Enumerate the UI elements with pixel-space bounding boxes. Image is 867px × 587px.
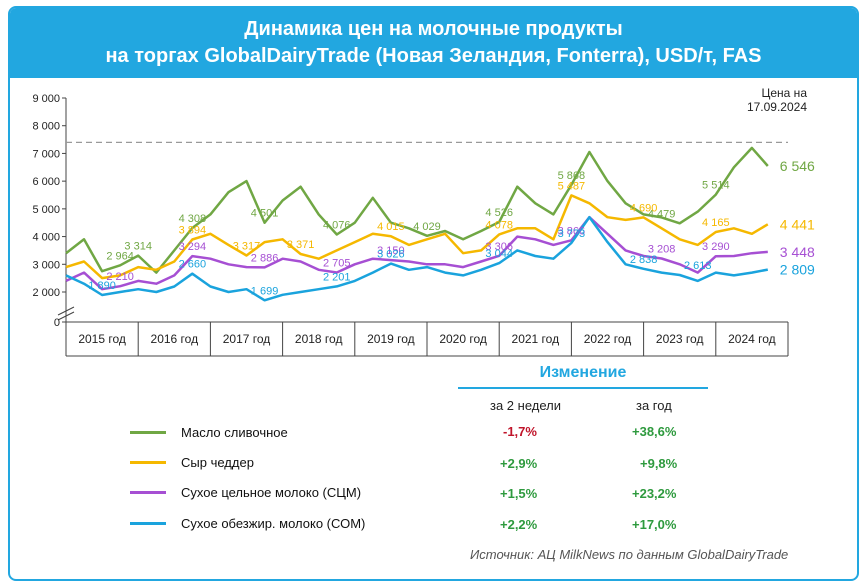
- data-label: 3 317: [233, 241, 261, 253]
- y-tick-label: 8 000: [32, 121, 60, 133]
- legend-swatch-cheddar: [130, 461, 166, 464]
- data-label: 3 026: [377, 249, 405, 261]
- y-tick-label: 2 000: [32, 287, 60, 299]
- series-end-label: 6 546: [780, 158, 815, 174]
- data-label: 4 501: [251, 208, 279, 220]
- y-tick-label: 9 000: [32, 93, 60, 105]
- data-label: 2 886: [251, 252, 279, 264]
- data-label: 5 868: [558, 170, 586, 182]
- legend-row-wmp: Сухое цельное молоко (СЦМ): [130, 485, 361, 500]
- data-label: 4 076: [323, 219, 351, 231]
- price-note-line1: Цена на: [761, 86, 808, 100]
- change-2w-butter: -1,7%: [503, 424, 537, 439]
- legend-swatch-wmp: [130, 491, 166, 494]
- data-label: 3 306: [485, 241, 513, 253]
- series-end-label: 2 809: [780, 262, 815, 278]
- x-category-label: 2023 год: [656, 332, 704, 346]
- data-label: 1 699: [251, 285, 279, 297]
- x-category-label: 2022 год: [584, 332, 632, 346]
- series-line: [65, 215, 768, 291]
- data-label: 2 838: [630, 254, 658, 266]
- change-year-smp: +17,0%: [632, 517, 677, 532]
- data-label: 3 773: [558, 228, 586, 240]
- data-label: 3 044: [485, 248, 513, 260]
- x-category-label: 2018 год: [295, 332, 343, 346]
- x-category-label: 2017 год: [223, 332, 271, 346]
- y-tick-label: 6 000: [32, 176, 60, 188]
- chart-title-line2: на торгах GlobalDairyTrade (Новая Зеланд…: [105, 45, 762, 67]
- data-label: 4 526: [485, 207, 513, 219]
- data-label: 4 479: [648, 208, 676, 220]
- data-label: 4 165: [702, 217, 730, 229]
- legend-swatch-butter: [130, 431, 166, 434]
- data-label: 3 371: [287, 239, 315, 251]
- change-year-butter: +38,6%: [632, 424, 677, 439]
- y-tick-label: 7 000: [32, 148, 60, 160]
- y-tick-label: 3 000: [32, 259, 60, 271]
- data-label: 4 690: [630, 202, 658, 214]
- data-label: 4 029: [413, 221, 441, 233]
- source-note: Источник: АЦ MilkNews по данным GlobalDa…: [470, 547, 789, 562]
- change-title: Изменение: [539, 364, 627, 381]
- data-label: 3 150: [377, 245, 405, 257]
- change-year-wmp: +23,2%: [632, 486, 677, 501]
- legend-label-smp: Сухое обезжир. молоко (СОМ): [181, 516, 366, 531]
- x-category-label: 2016 год: [151, 332, 199, 346]
- col-header-2-weeks: за 2 недели: [490, 398, 561, 413]
- data-label: 2 613: [684, 260, 712, 272]
- data-label: 4 015: [377, 221, 405, 233]
- change-2w-cheddar: +2,9%: [500, 456, 538, 471]
- price-date-note: Цена на 17.09.2024: [747, 86, 807, 114]
- data-label: 5 514: [702, 180, 730, 192]
- chart-title: Динамика цен на молочные продукты на тор…: [10, 8, 857, 78]
- x-category-label: 2020 год: [439, 332, 487, 346]
- series-line: [65, 146, 769, 274]
- legend-row-butter: Масло сливочное: [130, 425, 288, 440]
- change-2w-smp: +2,2%: [500, 517, 538, 532]
- data-label: 3 866: [558, 225, 586, 237]
- series-line: [65, 215, 769, 302]
- data-label: 2 210: [106, 271, 134, 283]
- data-label: 4 308: [179, 213, 207, 225]
- data-label: 3 894: [179, 225, 207, 237]
- data-label: 3 208: [648, 244, 676, 256]
- data-label: 2 201: [323, 271, 351, 283]
- data-label: 2 705: [323, 257, 351, 269]
- y-tick-label: 5 000: [32, 204, 60, 216]
- x-category-label: 2019 год: [367, 332, 415, 346]
- legend-row-smp: Сухое обезжир. молоко (СОМ): [130, 516, 365, 531]
- y-axis-break-mark: [57, 306, 75, 321]
- legend-swatch-smp: [130, 522, 166, 525]
- price-note-line2: 17.09.2024: [746, 100, 807, 114]
- legend-label-wmp: Сухое цельное молоко (СЦМ): [181, 485, 362, 500]
- change-title-rule: [458, 387, 708, 389]
- x-category-label: 2024 год: [728, 332, 776, 346]
- x-category-label: 2021 год: [512, 332, 560, 346]
- x-category-label: 2015 год: [78, 332, 126, 346]
- y-tick-label: 4 000: [32, 232, 60, 244]
- data-label: 3 290: [702, 241, 730, 253]
- chart-frame: [8, 6, 859, 581]
- data-label: 3 314: [124, 241, 152, 253]
- col-header-year: за год: [636, 398, 672, 413]
- data-label: 5 487: [558, 180, 586, 192]
- change-2w-wmp: +1,5%: [500, 486, 538, 501]
- legend-label-cheddar: Сыр чеддер: [181, 455, 254, 470]
- legend-row-cheddar: Сыр чеддер: [130, 455, 254, 470]
- series-end-label: 3 448: [780, 244, 815, 260]
- data-label: 4 078: [485, 219, 513, 231]
- data-label: 1 890: [88, 280, 116, 292]
- data-label: 2 660: [179, 259, 207, 271]
- series-line: [65, 194, 769, 280]
- change-year-cheddar: +9,8%: [640, 456, 678, 471]
- legend-label-butter: Масло сливочное: [181, 425, 288, 440]
- data-label: 2 964: [106, 250, 134, 262]
- y-tick-label: 0: [54, 317, 60, 329]
- series-end-label: 4 441: [780, 216, 815, 232]
- data-label: 3 294: [179, 241, 207, 253]
- chart-title-line1: Динамика цен на молочные продукты: [244, 18, 623, 40]
